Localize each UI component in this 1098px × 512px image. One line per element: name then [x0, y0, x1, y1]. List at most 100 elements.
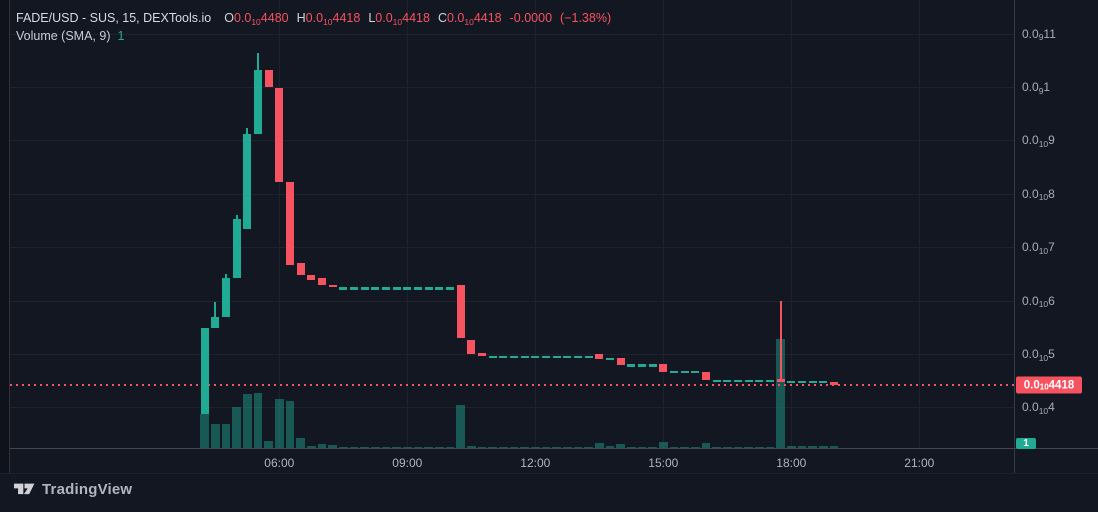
time-tick-label: 18:00 [776, 456, 807, 470]
tradingview-attribution[interactable]: TradingView [14, 481, 132, 498]
candle-body-up [403, 287, 412, 290]
price-axis-border [1014, 0, 1015, 473]
gridline-vertical [535, 0, 537, 448]
current-price-line [10, 384, 1014, 387]
candle-body-up [424, 287, 433, 290]
volume-bar [808, 446, 817, 448]
candle-body-up [446, 287, 454, 290]
volume-bar [648, 446, 657, 448]
candle-body-up [232, 219, 241, 279]
volume-bar [264, 441, 273, 448]
candle-body-down [275, 87, 284, 182]
candle-body-down [264, 69, 273, 88]
volume-bar [605, 446, 615, 448]
time-tick-label: 06:00 [264, 456, 295, 470]
candle-body-up [606, 357, 614, 361]
candle-body-up [627, 364, 636, 367]
price-tick-label: 0.0107 [1022, 240, 1055, 256]
volume-bar [275, 399, 284, 448]
gridline-horizontal [10, 193, 1014, 195]
candle-body-up [350, 287, 358, 290]
ohlc-h: H0.0104418 [296, 11, 361, 27]
ohlc-o: O0.0104480 [224, 11, 289, 27]
change-percent: (−1.38%) [560, 11, 612, 25]
gridline-vertical [407, 0, 409, 448]
candle-body-up [670, 370, 678, 374]
candle-wick-down [779, 301, 782, 383]
volume-bar [552, 446, 561, 448]
volume-bar [776, 338, 785, 448]
volume-bar [499, 446, 508, 448]
price-tick-label: 0.0106 [1022, 293, 1055, 310]
candle-body-down [456, 285, 465, 339]
indicator-value: 1 [117, 29, 125, 43]
candle-body-down [467, 340, 476, 355]
volume-bar [381, 446, 391, 448]
volume-bar [296, 438, 305, 448]
candle-body-down [296, 263, 305, 275]
candle-body-up [499, 355, 508, 359]
candle-body-up [211, 316, 220, 328]
volume-bar [253, 393, 263, 448]
price-axis[interactable]: 0.0911 0.091 0.0109 0.0108 0.0107 0.0106 0.010… [1014, 0, 1098, 473]
candle-body-up [243, 134, 252, 229]
candle-body-up [542, 355, 550, 359]
volume-bar [221, 423, 231, 448]
candle-body-up [744, 379, 753, 383]
gridline-vertical [791, 0, 793, 448]
candle-body-down [776, 378, 785, 382]
current-price-badge: 0.0 10 4418 [1016, 376, 1082, 394]
volume-bar [211, 423, 220, 448]
time-tick-label: 21:00 [904, 456, 935, 470]
volume-bar [659, 441, 668, 448]
volume-bar [317, 443, 327, 448]
candle-body-down [286, 181, 294, 265]
candle-body-up [734, 379, 742, 383]
candle-body-up [563, 355, 572, 359]
time-axis[interactable]: 06:00 09:00 12:00 15:00 18:00 21:00 [0, 449, 1098, 473]
volume-bar [744, 446, 753, 448]
gridline-horizontal [10, 354, 1014, 355]
volume-bar [456, 405, 465, 448]
volume-bar [467, 446, 476, 448]
time-tick-label: 09:00 [392, 456, 423, 470]
candle-body-down [307, 275, 316, 280]
volume-bar [723, 446, 732, 448]
gridline-horizontal [10, 87, 1014, 88]
candle-body-up [638, 364, 646, 367]
candle-body-up [766, 379, 774, 383]
candle-body-up [723, 379, 732, 383]
candle-body-down [702, 371, 710, 381]
price-chart-pane[interactable] [0, 0, 1014, 448]
price-tick-label: 0.0911 [1022, 26, 1056, 43]
candle-body-up [552, 355, 561, 359]
widget-bottom-divider [0, 473, 1098, 474]
volume-bar [797, 445, 807, 448]
candle-body-up [488, 355, 497, 359]
candle-body-up [520, 355, 529, 359]
volume-bar [477, 446, 487, 448]
candle-body-up [798, 380, 806, 384]
volume-bar [787, 445, 796, 448]
volume-bar [691, 446, 700, 448]
candle-body-down [318, 278, 326, 286]
volume-bar [755, 446, 764, 448]
candle-body-up [360, 287, 369, 290]
gridline-vertical [279, 0, 281, 448]
candle-body-down [595, 354, 604, 360]
volume-bar [509, 446, 519, 448]
volume-bar [520, 446, 529, 448]
volume-bar [563, 446, 572, 448]
gridline-horizontal [10, 140, 1014, 142]
volume-axis-badge: 1 [1016, 438, 1036, 449]
volume-bar [627, 446, 636, 448]
volume-bar [819, 446, 828, 448]
gridline-horizontal [10, 33, 1014, 35]
candle-body-up [339, 287, 348, 290]
candle-body-up [755, 379, 764, 383]
gridline-horizontal [10, 407, 1014, 409]
volume-bar [307, 445, 316, 448]
candle-body-down [616, 357, 625, 366]
change-absolute: -0.0000 [509, 11, 553, 25]
symbol-title: FADE/USD - SUS, 15, DEXTools.io [16, 11, 212, 25]
